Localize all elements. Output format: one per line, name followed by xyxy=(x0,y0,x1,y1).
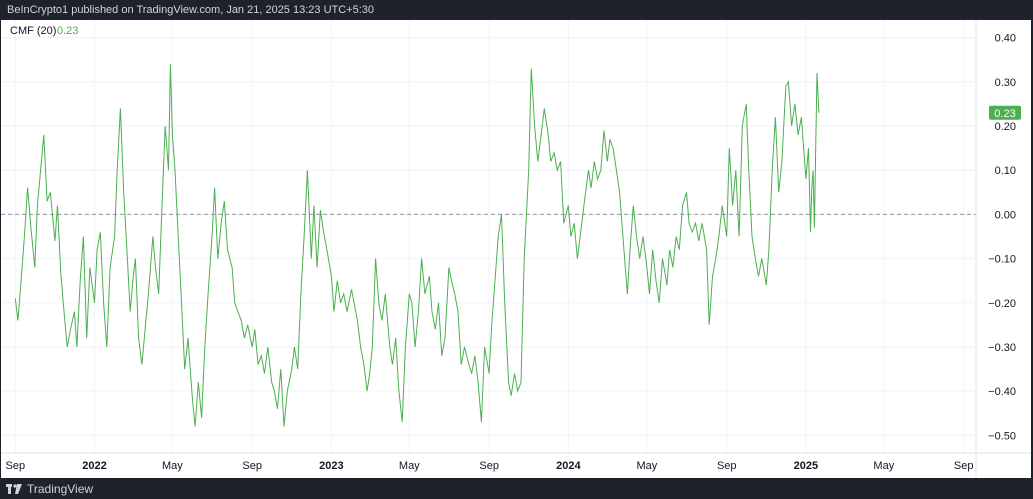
price-axis[interactable]: 0.40 0.30 0.20 0.10 0.00 −0.10 −0.20 −0.30 −0.40… xyxy=(988,33,1016,443)
current-value-badge-bg xyxy=(989,105,1021,120)
y-tick-label: 0.00 xyxy=(995,209,1016,221)
y-tick-label: −0.30 xyxy=(988,342,1016,354)
y-tick-label: −0.20 xyxy=(988,298,1016,310)
x-tick-label: 2022 xyxy=(82,460,106,472)
x-tick-label: 2024 xyxy=(556,460,581,472)
x-tick-label: May xyxy=(162,460,183,472)
x-tick-label: May xyxy=(873,460,894,472)
cmf-series-line xyxy=(14,64,820,427)
current-value-badge-text: 0.23 xyxy=(994,108,1015,120)
y-tick-label: −0.40 xyxy=(988,386,1016,398)
x-tick-label: Sep xyxy=(242,460,262,472)
current-value-badge: 0.23 xyxy=(989,105,1021,120)
x-tick-label: Sep xyxy=(954,460,974,472)
y-tick-label: −0.50 xyxy=(988,430,1016,442)
y-tick-label: 0.20 xyxy=(995,121,1016,133)
x-tick-label: May xyxy=(636,460,657,472)
cmf-chart[interactable]: 0.40 0.30 0.20 0.10 0.00 −0.10 −0.20 −0.30 −0.40… xyxy=(1,20,1031,478)
y-tick-label: 0.30 xyxy=(995,77,1016,89)
y-tick-label: 0.40 xyxy=(995,33,1016,45)
y-tick-label: −0.10 xyxy=(988,254,1016,266)
indicator-legend[interactable]: CMF (20) 0.23 xyxy=(10,25,78,37)
footer-bar: TradingView xyxy=(0,480,1033,499)
tradingview-brand: TradingView xyxy=(27,482,94,496)
x-tick-label: Sep xyxy=(5,460,25,472)
x-tick-label: Sep xyxy=(717,460,737,472)
published-text: BeInCrypto1 published on TradingView.com… xyxy=(7,4,375,16)
x-tick-label: 2023 xyxy=(319,460,343,472)
indicator-name: CMF (20) xyxy=(10,25,56,37)
x-tick-label: Sep xyxy=(479,460,499,472)
indicator-value: 0.23 xyxy=(57,25,78,37)
tradingview-logo-icon xyxy=(6,484,22,494)
chart-panel[interactable]: 0.40 0.30 0.20 0.10 0.00 −0.10 −0.20 −0.30 −0.40… xyxy=(1,20,1031,478)
grid xyxy=(1,20,976,453)
x-tick-label: 2025 xyxy=(794,460,818,472)
tradingview-logo[interactable]: TradingView xyxy=(6,480,93,499)
publisher-bar: BeInCrypto1 published on TradingView.com… xyxy=(0,0,1033,20)
y-tick-label: 0.10 xyxy=(995,165,1016,177)
time-axis[interactable]: Sep 2022 May Sep 2023 May Sep 2024 May Sep 2025 May… xyxy=(5,460,973,472)
x-tick-label: May xyxy=(399,460,420,472)
